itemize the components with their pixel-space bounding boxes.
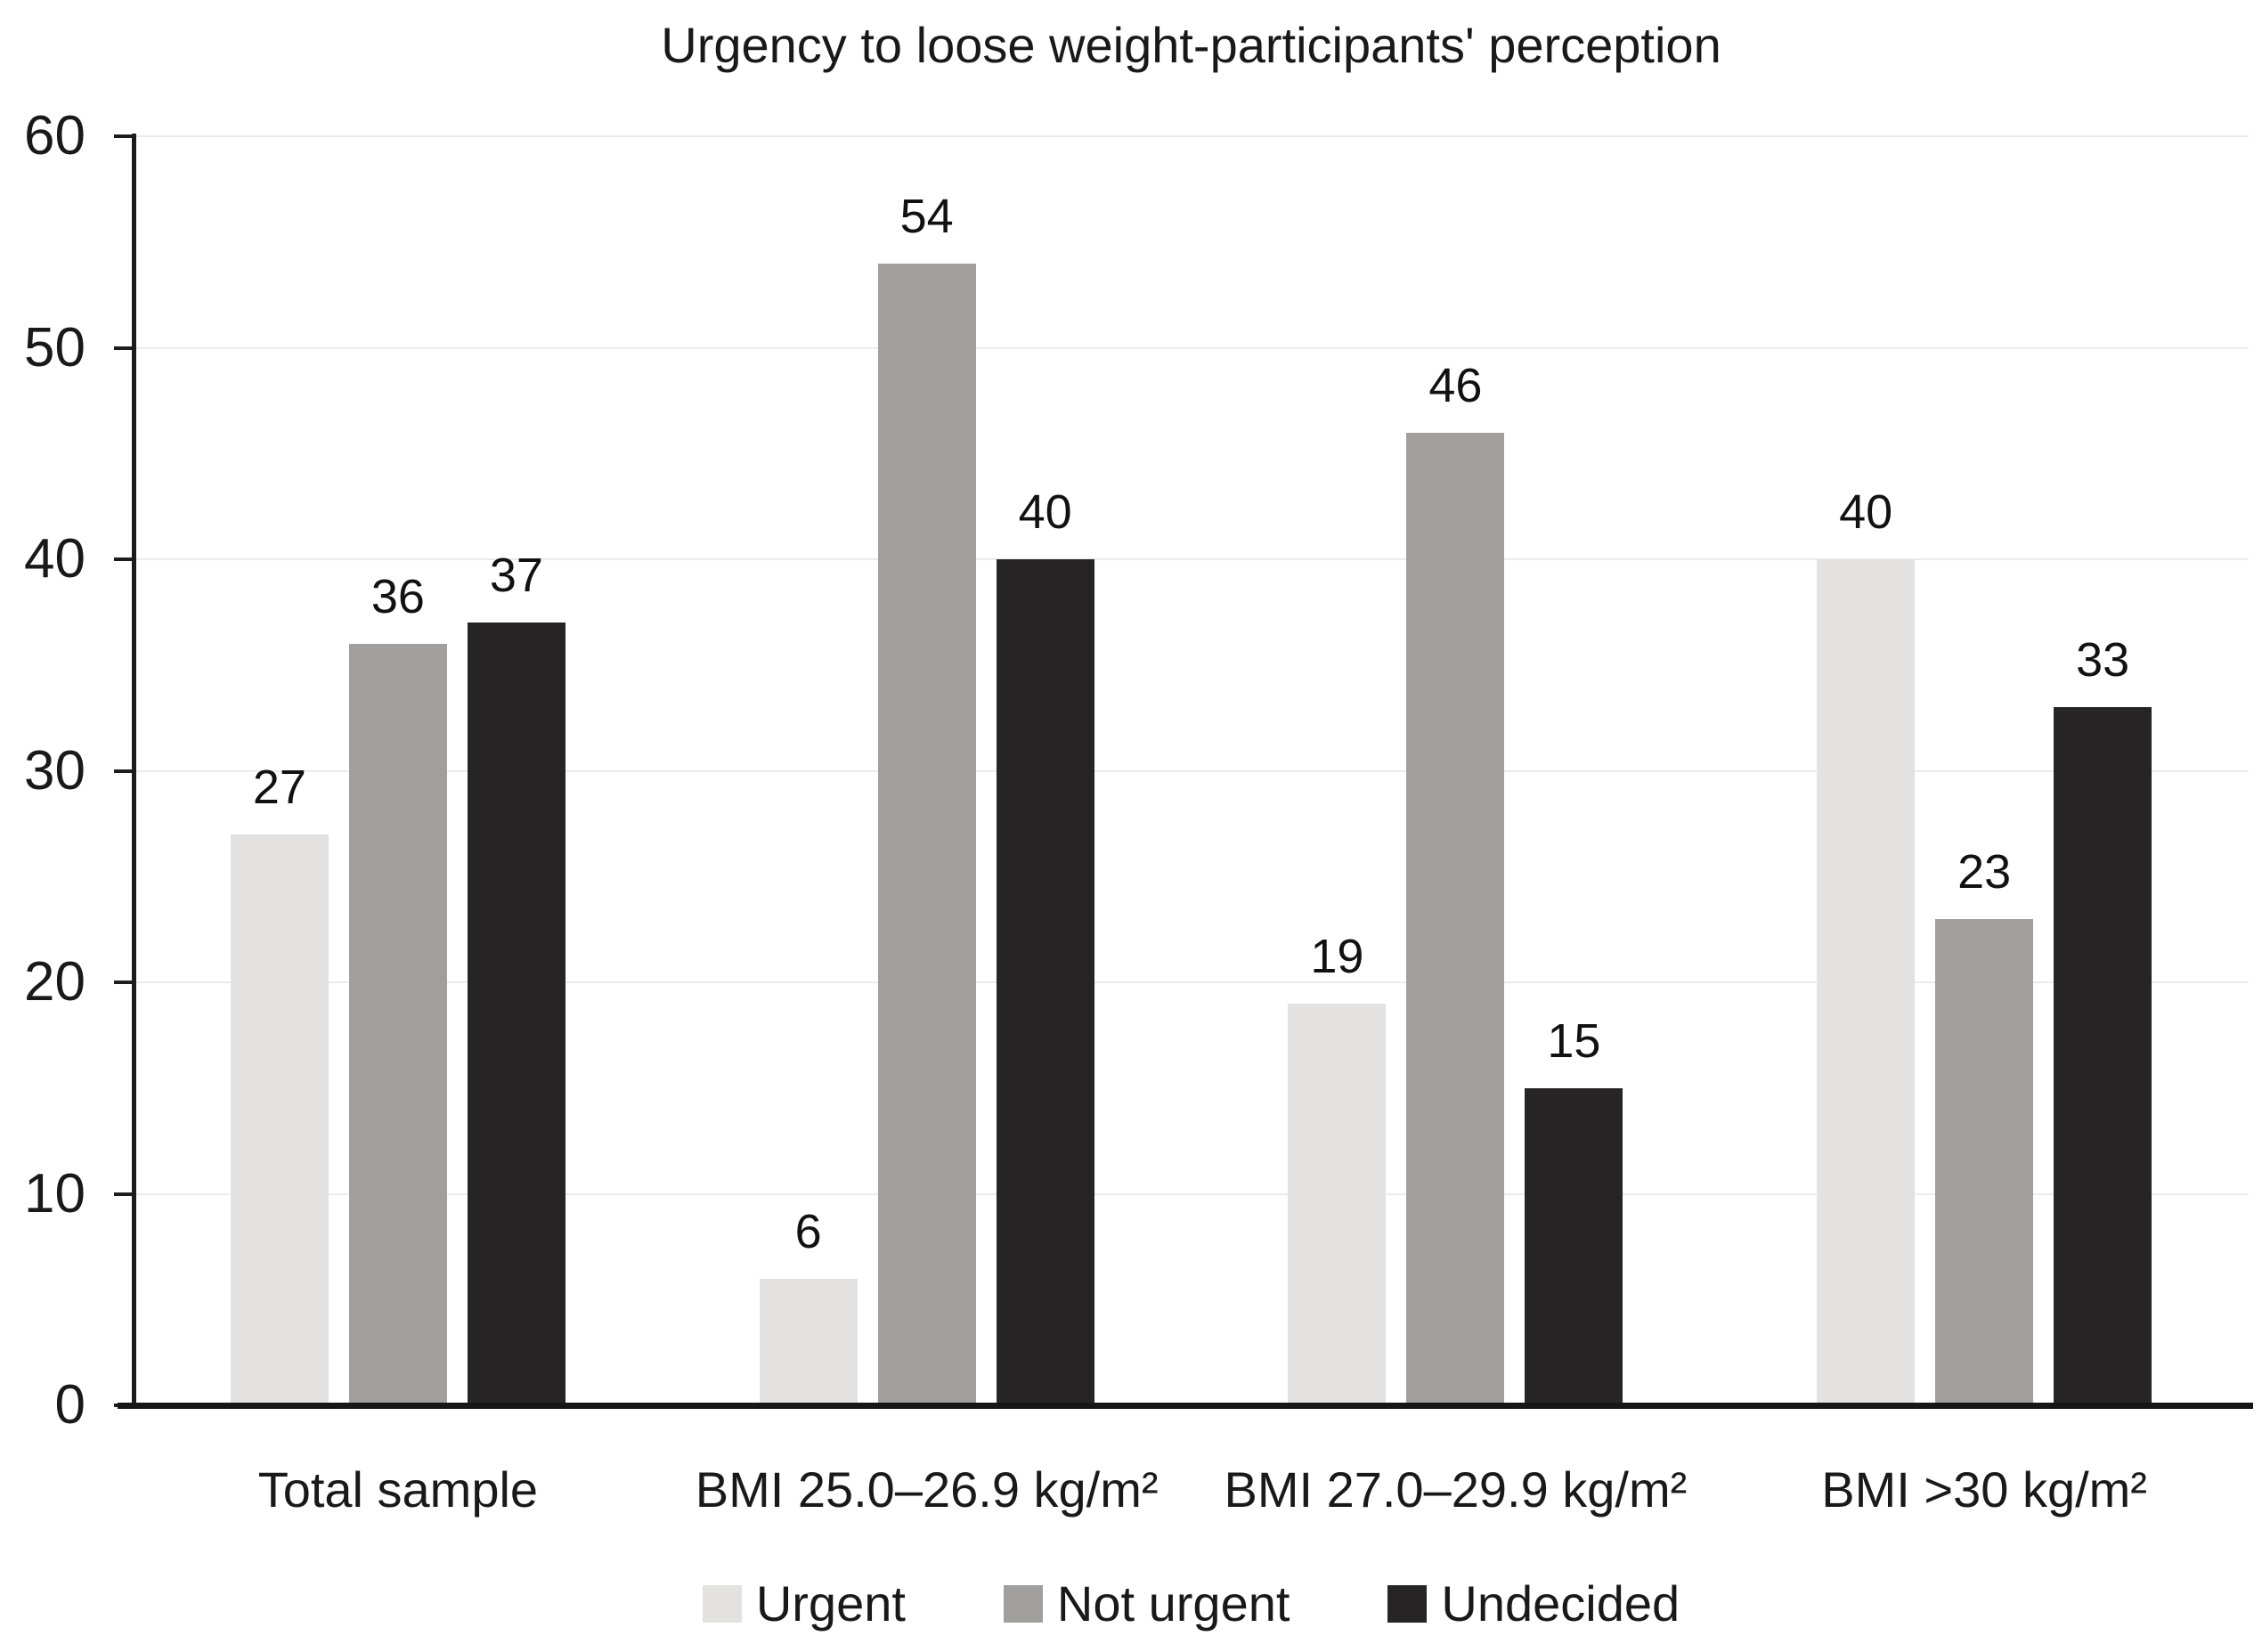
legend-label: Urgent <box>755 1575 906 1632</box>
legend-swatch <box>1003 1584 1043 1623</box>
bar-not-urgent <box>1406 432 1505 1405</box>
bar-cell: 6 <box>759 1204 858 1405</box>
bar-cell: 19 <box>1288 929 1387 1405</box>
y-axis-tick-label: 60 <box>24 105 85 167</box>
bar-cell: 33 <box>2054 636 2152 1405</box>
category-label: BMI >30 kg/m² <box>1821 1461 2147 1518</box>
bar-urgent <box>1817 559 1916 1405</box>
y-axis-tick <box>114 557 136 561</box>
legend-entry: Undecided <box>1387 1575 1680 1632</box>
bar-group: 19 46 15 <box>1192 136 1721 1405</box>
y-axis-tick <box>114 981 136 984</box>
bar-cell: 40 <box>996 485 1094 1405</box>
bar-value-label: 33 <box>2076 633 2130 688</box>
chart-title: Urgency to loose weight-participants' pe… <box>661 17 1721 73</box>
bar-value-label: 36 <box>370 570 425 623</box>
bar-not-urgent <box>877 263 976 1405</box>
bar-urgent <box>759 1278 858 1405</box>
bar-cell: 54 <box>877 189 976 1405</box>
bar-undecided <box>1525 1087 1623 1405</box>
y-axis-tick <box>114 346 136 350</box>
bar-value-label: 6 <box>794 1204 822 1258</box>
legend-label: Undecided <box>1441 1575 1680 1632</box>
x-axis-line <box>118 1403 2253 1409</box>
legend-swatch <box>1387 1584 1428 1623</box>
bar-group: 27 36 37 <box>134 136 663 1405</box>
bar-urgent <box>230 834 329 1405</box>
category-label: BMI 27.0–29.9 kg/m² <box>1224 1461 1688 1518</box>
legend-entry: Not urgent <box>1003 1575 1290 1632</box>
y-axis-tick <box>114 1192 136 1196</box>
bar-cell: 36 <box>348 570 447 1405</box>
bar-undecided <box>467 623 566 1405</box>
bar-cell: 27 <box>230 760 329 1405</box>
bar-value-label: 27 <box>252 760 306 814</box>
y-axis-tick <box>114 769 136 773</box>
legend-entry: Urgent <box>702 1575 906 1632</box>
gridline <box>134 1192 2249 1195</box>
bar-undecided <box>2054 707 2152 1405</box>
y-axis-tick-label: 30 <box>24 739 85 802</box>
bar-group: 6 54 40 <box>663 136 1192 1405</box>
bar-cell: 37 <box>467 549 566 1405</box>
legend: Urgent Not urgent Undecided <box>134 1575 2249 1632</box>
bar-value-label: 15 <box>1547 1013 1601 1068</box>
plot-area: 27 36 37 6 54 40 19 46 15 40 23 33 <box>134 135 2249 1405</box>
bar-value-label: 54 <box>899 189 954 243</box>
bar-cell: 46 <box>1406 358 1505 1405</box>
bar-value-label: 19 <box>1310 929 1364 983</box>
y-axis-tick-label: 50 <box>24 316 85 378</box>
y-axis-tick <box>114 134 136 138</box>
bar-not-urgent <box>1935 918 2034 1405</box>
bar-value-label: 40 <box>1018 485 1072 539</box>
bar-cell: 40 <box>1817 485 1916 1405</box>
category-label: BMI 25.0–26.9 kg/m² <box>695 1461 1159 1518</box>
y-axis-tick-label: 20 <box>24 951 85 1013</box>
gridline <box>134 346 2249 349</box>
bar-value-label: 40 <box>1839 485 1893 539</box>
bar-cell: 23 <box>1935 844 2034 1405</box>
gridline <box>134 981 2249 983</box>
bar-undecided <box>996 559 1094 1405</box>
y-axis-tick-label: 0 <box>54 1374 85 1436</box>
gridline <box>134 769 2249 772</box>
bar-value-label: 23 <box>1957 844 2012 899</box>
bar-cell: 15 <box>1525 1017 1623 1405</box>
bar-urgent <box>1288 1003 1387 1405</box>
y-axis-tick-label: 10 <box>24 1162 85 1225</box>
y-axis-tick-label: 40 <box>24 528 85 590</box>
bar-group: 40 23 33 <box>1720 136 2249 1405</box>
legend-label: Not urgent <box>1056 1575 1290 1632</box>
gridline <box>134 135 2249 137</box>
bar-not-urgent <box>348 644 447 1405</box>
gridline <box>134 558 2249 560</box>
bar-value-label: 37 <box>489 549 543 603</box>
y-axis-line <box>132 134 136 1405</box>
x-axis-category-labels: Total sample BMI 25.0–26.9 kg/m² BMI 27.0–… <box>134 1461 2249 1518</box>
bar-value-label: 46 <box>1428 358 1483 412</box>
category-label: Total sample <box>257 1461 539 1518</box>
bar-groups: 27 36 37 6 54 40 19 46 15 40 23 33 <box>134 136 2249 1405</box>
legend-swatch <box>702 1584 742 1623</box>
